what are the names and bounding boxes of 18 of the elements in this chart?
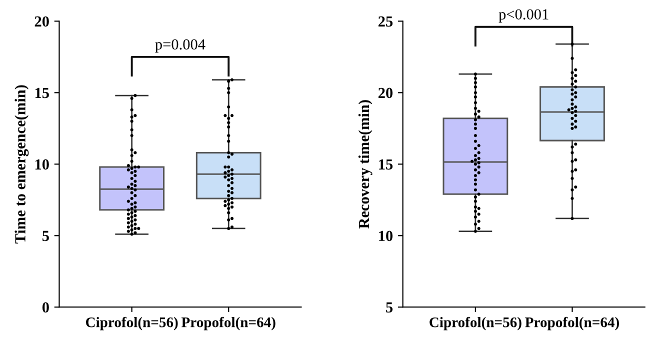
x-tick-label: Ciprofol(n=56) [430, 316, 522, 330]
x-tick-label: Propofol(n=64) [525, 316, 619, 330]
y-tick-label: 10 [35, 159, 49, 170]
y-tick-label: 10 [379, 230, 393, 242]
annotation: p=0.004 [155, 39, 206, 53]
y-tick-label: 20 [34, 16, 49, 27]
y-tick-label: 20 [378, 88, 393, 98]
y-tick-label: 0 [42, 302, 49, 313]
y-tick-label: 5 [386, 302, 393, 313]
annotation: p<0.001 [498, 9, 548, 23]
y-tick-label: 5 [42, 230, 49, 242]
y-axis-title: Time to emergence(min) [14, 85, 29, 244]
x-tick-label: Ciprofol(n=56) [86, 316, 178, 330]
y-tick-label: 25 [378, 16, 393, 27]
x-tick-label: Propofol(n=64) [181, 316, 276, 330]
y-axis-title: Recovery time(min) [358, 100, 372, 229]
y-tick-label: 15 [35, 88, 49, 98]
y-tick-label: 15 [379, 159, 393, 170]
